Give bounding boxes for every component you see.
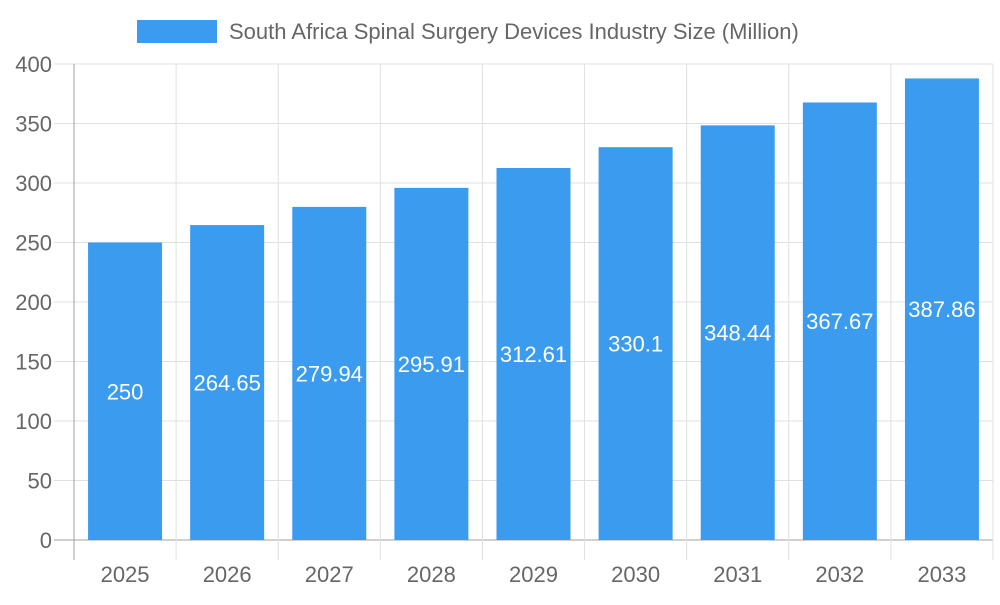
bar <box>700 125 775 541</box>
x-tick-label: 2032 <box>815 562 864 587</box>
x-tick-label: 2031 <box>713 562 762 587</box>
bar <box>904 78 979 541</box>
x-tick-label: 2030 <box>611 562 660 587</box>
x-tick-label: 2026 <box>203 562 252 587</box>
bar <box>190 225 265 540</box>
bar <box>496 167 571 541</box>
y-tick-label: 400 <box>15 52 52 77</box>
y-tick-label: 350 <box>15 112 52 137</box>
data-label: 387.86 <box>908 297 975 322</box>
data-label: 295.91 <box>398 352 465 377</box>
data-label: 330.1 <box>608 332 663 357</box>
legend-swatch <box>137 20 217 43</box>
bar <box>292 206 367 540</box>
y-tick-label: 100 <box>15 409 52 434</box>
x-tick-label: 2028 <box>407 562 456 587</box>
y-axis-ticks: 0 50 100 150 200 250 300 350 400 <box>15 52 52 553</box>
y-tick-label: 250 <box>15 231 52 256</box>
data-label: 312.61 <box>500 342 567 367</box>
bar <box>88 242 163 540</box>
y-tick-label: 50 <box>28 469 52 494</box>
data-label: 279.94 <box>296 361 363 386</box>
y-tick-label: 300 <box>15 171 52 196</box>
legend-label: South Africa Spinal Surgery Devices Indu… <box>229 19 799 44</box>
data-label: 264.65 <box>194 371 261 396</box>
y-tick-label: 150 <box>15 350 52 375</box>
y-tick-label: 200 <box>15 290 52 315</box>
x-axis-ticks: 2025 2026 2027 2028 2029 2030 2031 2032 2033 <box>101 562 967 587</box>
bar <box>802 102 877 540</box>
x-tick-label: 2033 <box>917 562 966 587</box>
legend[interactable]: South Africa Spinal Surgery Devices Indu… <box>137 19 799 44</box>
data-label: 250 <box>107 379 144 404</box>
x-tick-label: 2027 <box>305 562 354 587</box>
x-tick-label: 2029 <box>509 562 558 587</box>
bar <box>598 147 673 540</box>
data-label: 348.44 <box>704 321 771 346</box>
bar <box>394 187 469 540</box>
bars: 250 264.65 279.94 295.91 312.61 330.1 348.44 36… <box>88 78 979 541</box>
data-label: 367.67 <box>806 309 873 334</box>
y-tick-label: 0 <box>40 528 52 553</box>
x-tick-label: 2025 <box>101 562 150 587</box>
